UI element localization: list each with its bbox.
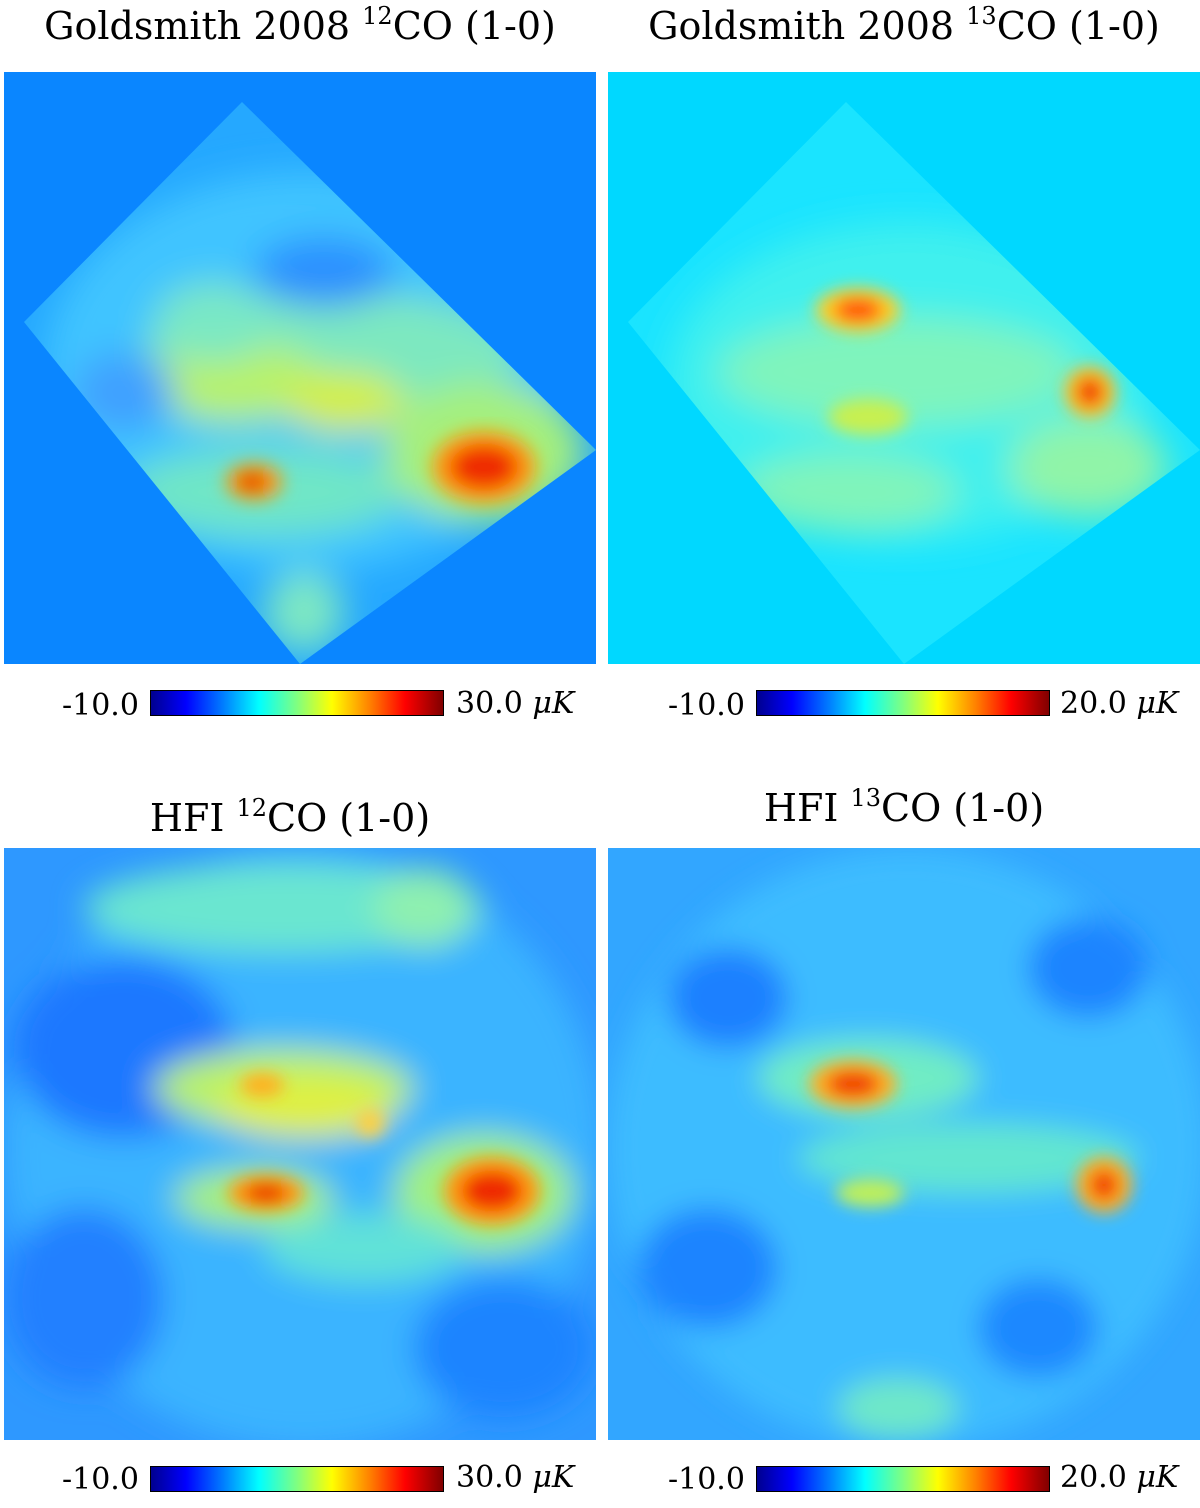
- map-hfi-12co: [4, 848, 596, 1440]
- colorbar-max-label: 30.0 μK: [456, 686, 575, 721]
- colorbar-max-label: 20.0 μK: [1060, 686, 1179, 721]
- colorbar-min-label: -10.0: [668, 688, 745, 723]
- isotope-superscript: 13: [966, 2, 997, 30]
- map-hfi-13co: [608, 848, 1200, 1440]
- isotope-superscript: 12: [362, 2, 393, 30]
- colorbar-min-label: -10.0: [62, 1462, 139, 1497]
- panel-title-hfi-12co: HFI 12CO (1-0): [149, 794, 431, 840]
- map-goldsmith-12co: [4, 72, 596, 664]
- colorbar: [756, 690, 1050, 716]
- colorbar: [150, 1466, 444, 1492]
- panel-title-goldsmith-13co: Goldsmith 2008 13CO (1-0): [648, 2, 1160, 48]
- colorbar-min-label: -10.0: [62, 688, 139, 723]
- colorbar: [756, 1466, 1050, 1492]
- colorbar: [150, 690, 444, 716]
- emission-map-image: [24, 102, 596, 664]
- emission-map-image: [4, 848, 596, 1440]
- isotope-superscript: 13: [850, 784, 881, 812]
- colorbar-max-label: 30.0 μK: [456, 1460, 575, 1495]
- panel-title-hfi-13co: HFI 13CO (1-0): [763, 784, 1045, 830]
- colorbar-min-label: -10.0: [668, 1462, 745, 1497]
- isotope-superscript: 12: [236, 794, 267, 822]
- emission-map-image: [608, 848, 1200, 1440]
- panel-title-goldsmith-12co: Goldsmith 2008 12CO (1-0): [44, 2, 556, 48]
- emission-map-image: [628, 102, 1200, 664]
- colorbar-max-label: 20.0 μK: [1060, 1460, 1179, 1495]
- map-goldsmith-13co: [608, 72, 1200, 664]
